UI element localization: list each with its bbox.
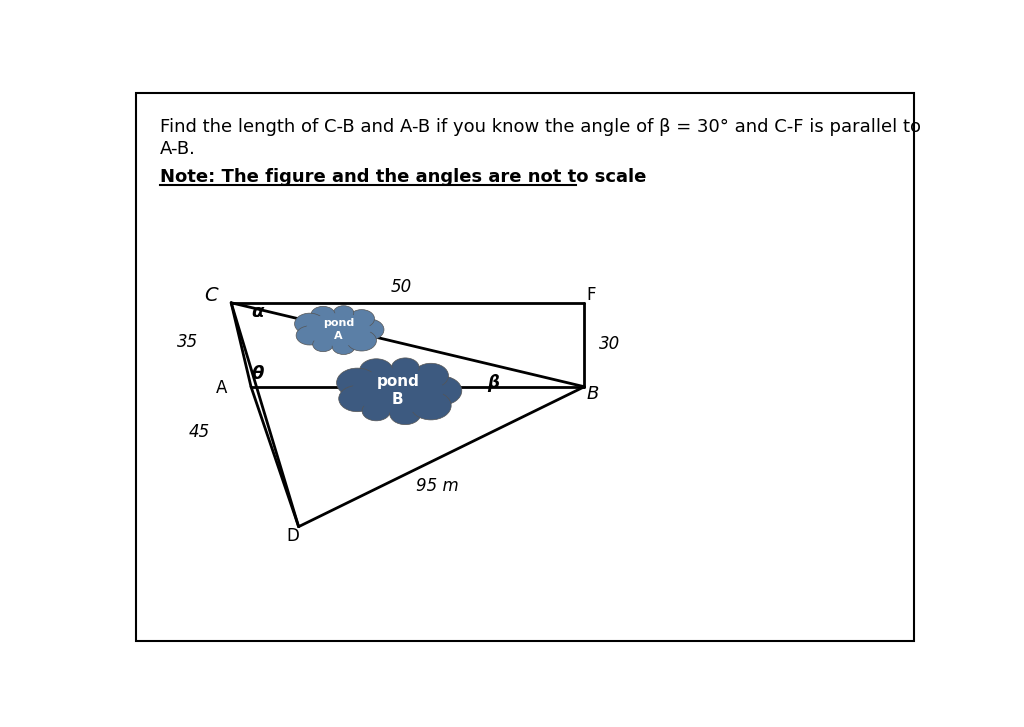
Circle shape: [420, 376, 462, 406]
Text: pond
B: pond B: [377, 374, 419, 407]
Circle shape: [312, 337, 334, 352]
Circle shape: [411, 391, 452, 420]
Circle shape: [349, 310, 375, 328]
Text: 45: 45: [188, 422, 210, 441]
Text: 95 m: 95 m: [416, 477, 459, 495]
Circle shape: [295, 313, 325, 334]
Text: A: A: [216, 379, 227, 398]
Text: β: β: [487, 374, 499, 392]
Text: 30: 30: [599, 334, 621, 353]
Circle shape: [334, 306, 353, 320]
Circle shape: [337, 368, 378, 397]
Ellipse shape: [352, 368, 443, 413]
Circle shape: [353, 319, 384, 340]
Text: C: C: [205, 286, 218, 305]
Circle shape: [414, 364, 449, 388]
Text: B: B: [586, 385, 598, 403]
Circle shape: [311, 306, 335, 324]
Text: pond
A: pond A: [323, 318, 354, 341]
Ellipse shape: [306, 313, 371, 346]
Circle shape: [362, 401, 390, 421]
Circle shape: [359, 358, 393, 382]
Text: α: α: [251, 303, 263, 321]
Circle shape: [339, 385, 376, 411]
Text: 50: 50: [391, 278, 413, 296]
Text: θ: θ: [251, 365, 263, 383]
Circle shape: [347, 330, 377, 351]
Text: 35: 35: [177, 333, 199, 351]
Text: Note: The figure and the angles are not to scale: Note: The figure and the angles are not …: [160, 169, 646, 186]
Text: F: F: [586, 286, 595, 305]
Circle shape: [296, 326, 324, 345]
Circle shape: [391, 358, 419, 377]
Text: D: D: [287, 527, 299, 545]
Text: Find the length of C-B and A-B if you know the angle of β = 30° and C-F is paral: Find the length of C-B and A-B if you kn…: [160, 118, 921, 136]
Circle shape: [390, 403, 421, 425]
Circle shape: [332, 338, 355, 355]
Text: A-B.: A-B.: [160, 140, 196, 158]
